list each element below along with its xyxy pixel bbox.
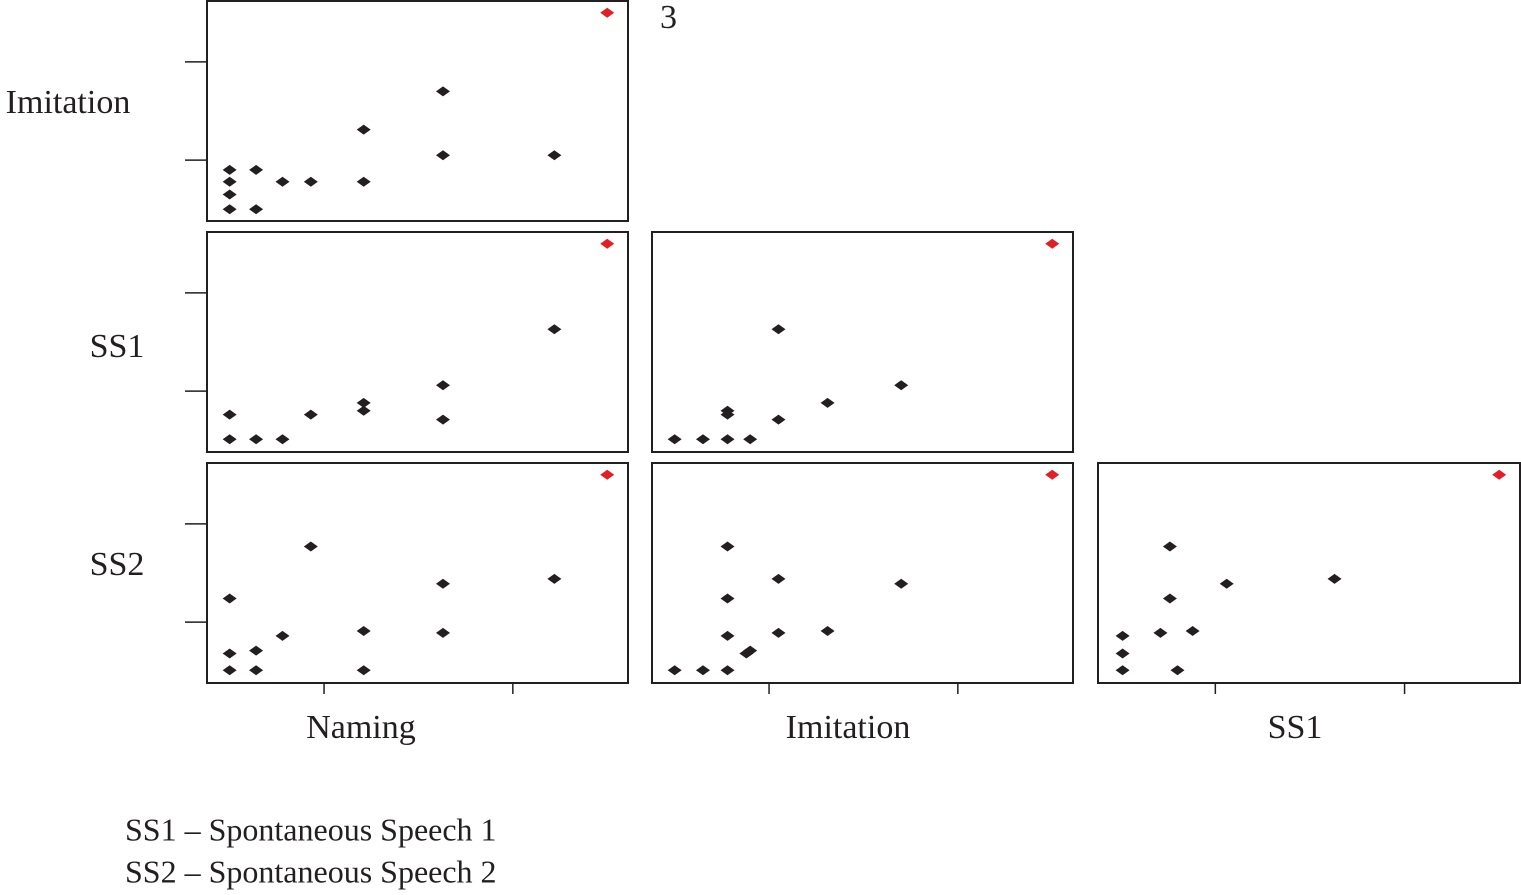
- data-point: [1153, 627, 1168, 638]
- data-point: [356, 176, 371, 187]
- data-point: [222, 189, 237, 200]
- data-point: [249, 665, 264, 676]
- row-label: Imitation: [6, 84, 131, 121]
- panel-frame: [206, 231, 629, 453]
- data-point: [1219, 578, 1234, 589]
- row-label: SS1: [90, 328, 145, 365]
- data-point: [771, 324, 786, 335]
- data-point: [1492, 469, 1507, 480]
- data-point: [720, 434, 735, 445]
- data-point: [771, 627, 786, 638]
- data-point: [303, 176, 318, 187]
- data-point: [275, 630, 290, 641]
- data-point: [303, 409, 318, 420]
- data-point: [275, 434, 290, 445]
- data-point: [600, 238, 615, 249]
- data-point: [720, 409, 735, 420]
- panel-frame: [651, 231, 1074, 453]
- data-point: [1162, 541, 1177, 552]
- data-point: [222, 164, 237, 175]
- data-point: [1185, 625, 1200, 636]
- data-point: [739, 648, 754, 659]
- data-point: [547, 150, 562, 161]
- data-point: [249, 164, 264, 175]
- data-point: [303, 541, 318, 552]
- data-point: [435, 86, 450, 97]
- column-label: Naming: [306, 709, 416, 746]
- data-point: [720, 630, 735, 641]
- data-point: [894, 380, 909, 391]
- data-point: [435, 414, 450, 425]
- data-point: [249, 204, 264, 215]
- data-point: [820, 625, 835, 636]
- data-point: [743, 434, 758, 445]
- data-point: [249, 434, 264, 445]
- panel-frame: [1097, 462, 1521, 684]
- data-point: [720, 593, 735, 604]
- data-point: [1115, 665, 1130, 676]
- data-point: [356, 625, 371, 636]
- data-point: [435, 578, 450, 589]
- data-point: [667, 434, 682, 445]
- data-point: [1170, 665, 1185, 676]
- column-label: Imitation: [786, 709, 911, 746]
- data-point: [894, 578, 909, 589]
- data-point: [771, 573, 786, 584]
- data-point: [435, 627, 450, 638]
- data-point: [547, 573, 562, 584]
- data-point: [695, 665, 710, 676]
- data-point: [695, 434, 710, 445]
- data-point: [356, 124, 371, 135]
- data-point: [820, 397, 835, 408]
- data-point: [222, 176, 237, 187]
- panel-frame: [651, 462, 1074, 684]
- data-point: [222, 593, 237, 604]
- data-point: [222, 409, 237, 420]
- figure-number: 3: [660, 0, 677, 36]
- data-point: [356, 397, 371, 408]
- data-point: [547, 324, 562, 335]
- data-point: [1045, 469, 1060, 480]
- data-point: [435, 380, 450, 391]
- data-point: [275, 176, 290, 187]
- data-point: [1045, 238, 1060, 249]
- data-point: [222, 648, 237, 659]
- note: SS1 – Spontaneous Speech 1: [125, 811, 497, 847]
- panel-frame: [206, 462, 629, 684]
- data-point: [222, 204, 237, 215]
- row-label: SS2: [90, 546, 145, 583]
- data-point: [356, 405, 371, 416]
- data-point: [222, 434, 237, 445]
- data-point: [356, 665, 371, 676]
- data-point: [1115, 630, 1130, 641]
- data-point: [249, 645, 264, 656]
- panel-frame: [206, 0, 629, 222]
- data-point: [1327, 573, 1342, 584]
- data-point: [222, 665, 237, 676]
- data-point: [771, 414, 786, 425]
- data-point: [720, 665, 735, 676]
- column-label: SS1: [1268, 709, 1323, 746]
- data-point: [720, 541, 735, 552]
- note: SS2 – Spontaneous Speech 2: [125, 853, 497, 889]
- data-point: [435, 150, 450, 161]
- data-point: [1115, 648, 1130, 659]
- data-point: [600, 7, 615, 18]
- data-point: [667, 665, 682, 676]
- data-point: [600, 469, 615, 480]
- data-point: [1162, 593, 1177, 604]
